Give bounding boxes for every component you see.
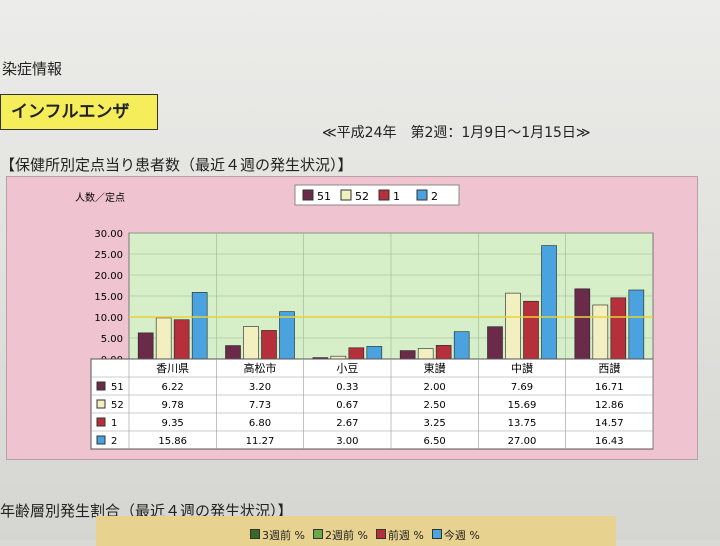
bar-1-高松市 (261, 330, 277, 360)
bar-1-中讃 (523, 300, 539, 360)
data-label: 3.20 (249, 382, 271, 393)
data-label: 16.71 (595, 382, 624, 393)
bar-51-香川県 (137, 332, 154, 360)
data-label: 6.50 (424, 436, 446, 447)
data-label: 14.57 (595, 418, 624, 429)
disease-title: インフルエンザ (0, 94, 158, 130)
period-text: ≪平成24年 第2週：1月9日～1月15日≫ (322, 125, 591, 141)
y-tick-label: 5.00 (101, 334, 123, 345)
data-label: 2.50 (424, 400, 446, 411)
bar-52-中讃 (505, 292, 521, 360)
section-title-1: 【保健所別定点当り患者数（最近４週の発生状況）】 (0, 156, 353, 174)
bar-51-西讃 (574, 288, 591, 360)
bar-2-小豆 (366, 346, 383, 360)
data-label: 7.73 (249, 400, 271, 411)
bar-51-中讃 (487, 326, 503, 360)
bar-52-東讃 (417, 348, 434, 360)
legend2-item: 2週前 % (312, 527, 368, 543)
data-label: 2.67 (336, 418, 358, 429)
bar-1-小豆 (348, 347, 365, 360)
bar-2-西讃 (628, 289, 645, 360)
legend-label-2: 2 (431, 190, 438, 203)
y-tick-label: 10.00 (94, 313, 123, 324)
bar-1-東讃 (435, 345, 452, 360)
bar-2-高松市 (279, 311, 295, 360)
table-series-label: 1 (111, 418, 117, 429)
bar-52-西讃 (592, 304, 609, 360)
bar-52-香川県 (155, 317, 172, 360)
bar-51-東讃 (399, 350, 416, 360)
legend2-item: 今週 % (431, 527, 480, 543)
data-label: 6.22 (162, 382, 184, 393)
table-series-label: 2 (111, 436, 117, 447)
data-label: 7.69 (511, 382, 533, 393)
bar-1-香川県 (173, 319, 190, 360)
header-title-fragment: 染症情報 (2, 60, 63, 78)
legend-label-52: 52 (355, 190, 369, 203)
table-swatch-1 (96, 417, 106, 427)
data-label: 6.80 (249, 418, 271, 429)
y-tick-label: 25.00 (94, 250, 123, 261)
data-label: 2.00 (424, 382, 446, 393)
data-label: 16.43 (595, 436, 624, 447)
data-label: 27.00 (508, 436, 537, 447)
category-label: 香川県 (156, 362, 189, 375)
bar-2-香川県 (191, 292, 208, 360)
category-label: 西讃 (598, 362, 620, 375)
y-tick-label: 20.00 (94, 271, 123, 282)
bar-52-高松市 (243, 326, 259, 360)
data-label: 0.67 (336, 400, 358, 411)
data-label: 12.86 (595, 400, 624, 411)
legend-swatch-2 (416, 189, 428, 201)
table-swatch-51 (96, 381, 106, 391)
data-label: 3.25 (424, 418, 446, 429)
bar-2-東讃 (453, 331, 470, 360)
legend-swatch-1 (378, 189, 390, 201)
data-label: 9.78 (162, 400, 184, 411)
data-label: 0.33 (336, 382, 358, 393)
y-axis-label: 人数／定点 (75, 191, 125, 204)
y-tick-label: 30.00 (94, 229, 123, 240)
table-swatch-52 (96, 399, 106, 409)
data-label: 13.75 (508, 418, 537, 429)
section-title-2: 年齢層別発生割合（最近４週の発生状況）】 (0, 502, 293, 520)
legend-swatch-52 (340, 189, 352, 201)
age-chart-legend: 3週前 % 2週前 % 前週 % 今週 % (250, 527, 480, 543)
bar-chart: 51 52 1 2 人数／定点 30.00 25.00 20.00 15.00 10.00 5.00… (75, 184, 654, 450)
legend-swatch-51 (302, 189, 314, 201)
legend2-item: 3週前 % (250, 527, 305, 543)
data-label: 9.35 (162, 418, 184, 429)
data-label: 11.27 (246, 436, 275, 447)
category-label: 高松市 (244, 361, 277, 375)
y-tick-label: 15.00 (94, 292, 123, 303)
bar-1-西讃 (610, 297, 627, 360)
table-series-label: 52 (111, 400, 124, 411)
chart-panel: 51 52 1 2 人数／定点 30.00 25.00 20.00 15.00 10.00 5.00… (6, 176, 698, 460)
category-label: 中讃 (511, 362, 533, 375)
legend-label-1: 1 (393, 190, 400, 203)
data-label: 15.86 (158, 436, 187, 447)
legend2-item: 前週 % (375, 527, 424, 543)
table-swatch-2 (96, 435, 106, 445)
bar-51-高松市 (225, 345, 241, 360)
data-label: 15.69 (508, 400, 537, 411)
category-label: 小豆 (336, 362, 358, 375)
legend-label-51: 51 (317, 190, 331, 203)
data-label: 3.00 (336, 436, 358, 447)
bar-2-中讃 (541, 245, 557, 360)
table-series-label: 51 (111, 382, 124, 393)
category-label: 東讃 (424, 362, 446, 375)
